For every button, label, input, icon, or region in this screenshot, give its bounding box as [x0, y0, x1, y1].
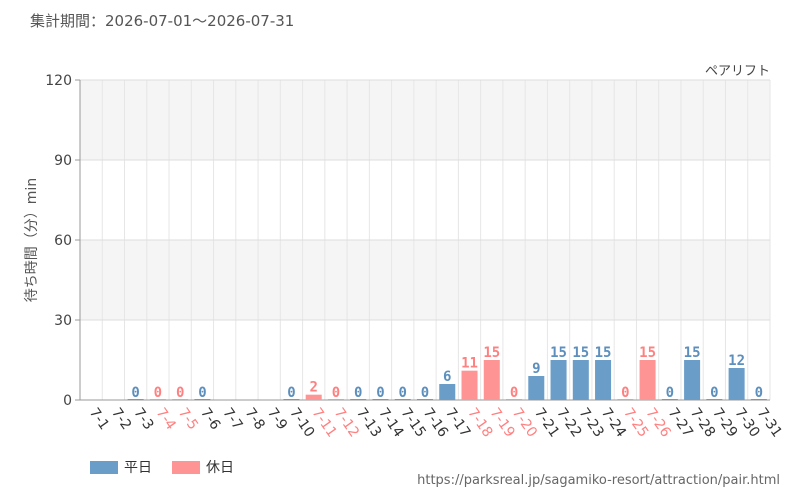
- bar: [706, 399, 723, 400]
- bar: [461, 370, 478, 400]
- data-label: 0: [510, 385, 518, 401]
- legend-swatch-weekday: [90, 460, 118, 474]
- x-tick-label: 7-5: [175, 405, 201, 433]
- data-label: 0: [376, 385, 384, 401]
- bar: [550, 360, 567, 400]
- data-label: 15: [595, 345, 612, 361]
- x-tick-label: 7-6: [197, 405, 223, 433]
- bar: [684, 360, 701, 400]
- bar: [528, 376, 545, 400]
- bar: [506, 399, 523, 400]
- x-tick-label: 7-31: [754, 405, 785, 440]
- x-tick-label: 7-2: [108, 405, 134, 433]
- legend-item-holiday[interactable]: 休日: [172, 457, 234, 477]
- data-label: 11: [461, 356, 478, 372]
- data-label: 6: [443, 369, 451, 385]
- data-label: 0: [666, 385, 674, 401]
- bar: [483, 360, 500, 400]
- x-tick-label: 7-9: [264, 405, 290, 433]
- plot-band: [80, 80, 770, 160]
- bar: [283, 399, 300, 400]
- legend: 平日 休日: [90, 457, 234, 477]
- bar: [572, 360, 589, 400]
- data-label: 0: [710, 385, 718, 401]
- source-url[interactable]: https://parksreal.jp/sagamiko-resort/att…: [417, 473, 780, 488]
- x-tick-label: 7-7: [219, 405, 245, 433]
- data-label: 0: [176, 385, 184, 401]
- data-label: 0: [621, 385, 629, 401]
- data-label: 0: [154, 385, 162, 401]
- data-label: 15: [639, 345, 656, 361]
- bar: [617, 399, 634, 400]
- data-label: 15: [483, 345, 500, 361]
- bar: [350, 399, 367, 400]
- x-tick-label: 7-4: [153, 405, 179, 433]
- data-label: 0: [354, 385, 362, 401]
- bar: [639, 360, 656, 400]
- bar: [661, 399, 678, 400]
- data-label: 0: [399, 385, 407, 401]
- data-label: 0: [421, 385, 429, 401]
- bar-chart: 0306090120待ち時間（分）min7-17-207-307-407-507…: [24, 73, 785, 440]
- bar: [416, 399, 434, 400]
- data-label: 0: [755, 385, 763, 401]
- y-tick-label: 30: [54, 313, 72, 329]
- bar: [127, 399, 144, 400]
- x-tick-label: 7-8: [242, 405, 268, 433]
- data-label: 0: [287, 385, 295, 401]
- bar: [728, 368, 745, 400]
- x-tick-label: 7-1: [86, 405, 112, 433]
- bar: [595, 360, 612, 400]
- data-label: 0: [332, 385, 340, 401]
- data-label: 15: [684, 345, 701, 361]
- y-tick-label: 120: [45, 73, 72, 89]
- bar: [327, 399, 344, 400]
- data-label: 2: [309, 380, 317, 396]
- bar: [372, 399, 389, 400]
- series-title: ペアリフト: [704, 64, 770, 79]
- bar: [439, 384, 456, 400]
- x-tick-label: 7-3: [130, 405, 156, 433]
- bar: [394, 399, 411, 400]
- y-axis-label: 待ち時間（分）min: [24, 178, 40, 302]
- bar: [149, 399, 166, 400]
- bar: [305, 394, 322, 400]
- legend-label-holiday: 休日: [206, 460, 234, 476]
- data-label: 0: [131, 385, 139, 401]
- bar: [750, 399, 767, 400]
- y-tick-label: 0: [63, 393, 72, 409]
- data-label: 15: [572, 345, 589, 361]
- period-text: 集計期間：2026-07-01～2026-07-31: [30, 12, 295, 30]
- data-label: 9: [532, 361, 540, 377]
- legend-label-weekday: 平日: [124, 460, 152, 476]
- y-tick-label: 60: [54, 233, 72, 249]
- plot-band: [80, 240, 770, 320]
- y-tick-label: 90: [54, 153, 72, 169]
- data-label: 15: [550, 345, 567, 361]
- bar: [172, 399, 189, 400]
- bar: [194, 399, 211, 400]
- legend-item-weekday[interactable]: 平日: [90, 457, 152, 477]
- legend-swatch-holiday: [172, 460, 200, 474]
- data-label: 0: [198, 385, 206, 401]
- data-label: 12: [728, 353, 745, 369]
